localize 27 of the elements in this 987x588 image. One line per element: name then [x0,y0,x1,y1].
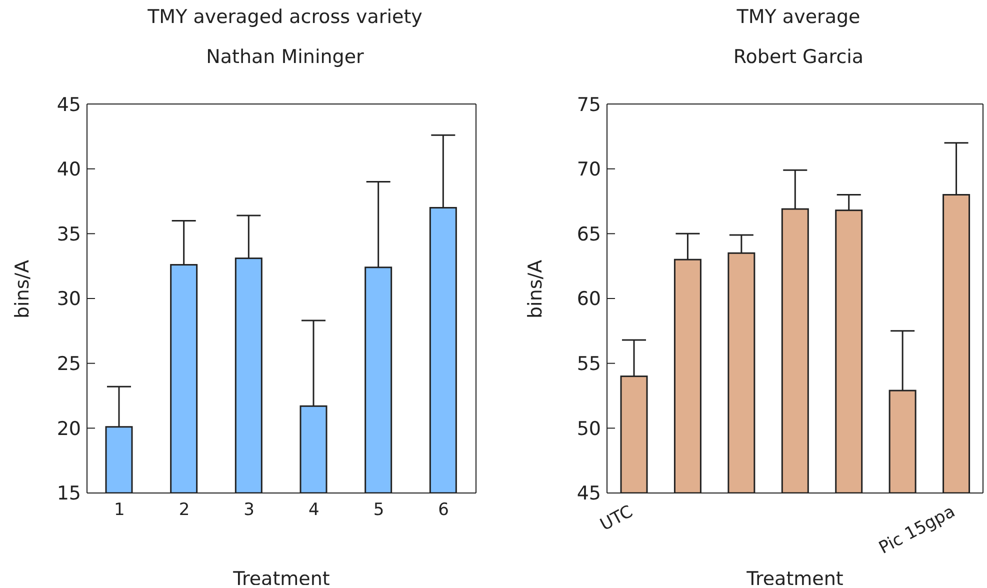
x-tick-label: 5 [373,500,384,520]
y-tick-label: 20 [56,418,81,440]
y-tick-label: 55 [576,353,601,376]
y-tick-label: 65 [576,223,601,246]
chart-subtitle: Nathan Mininger [205,46,365,68]
y-tick-label: 75 [576,94,601,116]
y-tick-label: 35 [56,223,81,246]
y-tick-label: 30 [56,288,81,310]
y-axis-title: bins/A [12,260,34,318]
chart-title: TMY averaged across variety [146,5,424,30]
y-axis-title: bins/A [524,260,547,318]
y-tick-label: 50 [576,418,601,440]
x-axis-title: Treatment [746,568,844,588]
x-tick-label: 2 [178,500,190,520]
x-axis-title: Treatment [232,568,330,588]
y-tick-label: 25 [56,353,81,376]
chart-subtitle: Robert Garcia [732,46,865,68]
x-tick-label: 1 [114,500,125,520]
chart-title: TMY average [736,5,862,30]
y-tick-label: 45 [56,94,81,116]
y-tick-label: 60 [576,288,601,310]
y-tick-label: 40 [56,158,81,181]
y-tick-label: 15 [56,482,81,505]
x-tick-label: 3 [244,500,254,520]
y-tick-label: 70 [576,158,601,181]
x-tick-label: 6 [438,500,449,520]
x-tick-label: 4 [308,500,320,520]
